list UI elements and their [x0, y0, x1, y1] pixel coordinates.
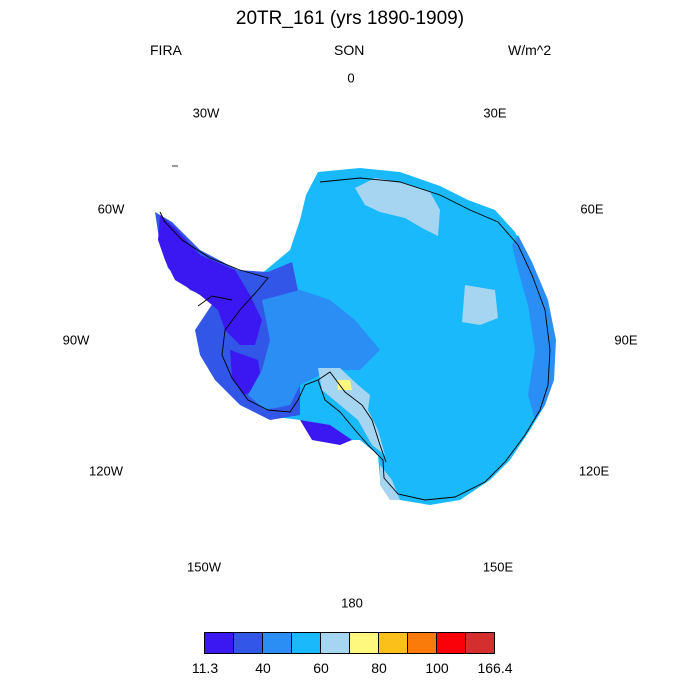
- coastline: [159, 177, 551, 501]
- units-label: W/m^2: [508, 42, 552, 58]
- ross-coast-fill: [300, 420, 352, 445]
- colorbar-label-max: 166.4: [477, 660, 513, 676]
- lon-label-150w: 150W: [187, 559, 221, 575]
- map-title: 20TR_161 (yrs 1890-1909): [235, 8, 465, 29]
- colorbar-swatch-5: [320, 632, 350, 654]
- colorbar-swatch-9: [436, 632, 466, 654]
- lon-label-150e: 150E: [482, 559, 514, 575]
- lon-label-180: 180: [341, 595, 363, 611]
- season-label: SON: [334, 42, 365, 58]
- colorbar-label-100: 100: [425, 660, 449, 676]
- colorbar-swatch-2: [233, 632, 263, 654]
- colorbar-swatch-1: [204, 632, 234, 654]
- lon-label-60e: 60E: [580, 201, 604, 217]
- colorbar-swatch-7: [378, 632, 408, 654]
- colorbar-swatch-6: [349, 632, 379, 654]
- colorbar-label-80: 80: [371, 660, 387, 676]
- variable-label: FIRA: [150, 42, 182, 58]
- dronning-maud-light-fill: [355, 178, 440, 236]
- colorbar-label-40: 40: [255, 660, 271, 676]
- lon-label-60w: 60W: [97, 201, 125, 217]
- colorbar-swatch-4: [291, 632, 321, 654]
- lon-label-30w: 30W: [192, 105, 220, 121]
- hotspot-fill: [337, 380, 352, 390]
- colorbar-swatch-10: [465, 632, 495, 654]
- marie-byrd-fill: [230, 350, 262, 395]
- colorbar: [204, 632, 495, 654]
- transantarctic-light-fill: [318, 368, 385, 455]
- peninsula-deep-fill: [158, 215, 262, 345]
- lon-label-120w: 120W: [89, 463, 123, 479]
- lon-label-90w: 90W: [62, 332, 90, 348]
- lon-label-30e: 30E: [483, 105, 507, 121]
- colorbar-swatch-3: [262, 632, 292, 654]
- lon-label-0: 0: [347, 70, 355, 86]
- colorbar-swatch-8: [407, 632, 437, 654]
- colorbar-label-60: 60: [313, 660, 329, 676]
- continent-main-fill: [205, 168, 555, 505]
- east-coast-strip-fill: [512, 235, 556, 420]
- east-plateau-light-fill: [462, 285, 498, 325]
- west-transition-fill: [248, 290, 380, 410]
- lon-label-120e: 120E: [578, 463, 610, 479]
- colorbar-label-min: 11.3: [191, 660, 219, 676]
- lon-label-90e: 90E: [614, 332, 638, 348]
